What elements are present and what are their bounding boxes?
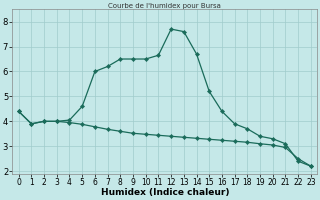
X-axis label: Humidex (Indice chaleur): Humidex (Indice chaleur) bbox=[100, 188, 229, 197]
Title: Courbe de l'humidex pour Bursa: Courbe de l'humidex pour Bursa bbox=[108, 3, 221, 9]
